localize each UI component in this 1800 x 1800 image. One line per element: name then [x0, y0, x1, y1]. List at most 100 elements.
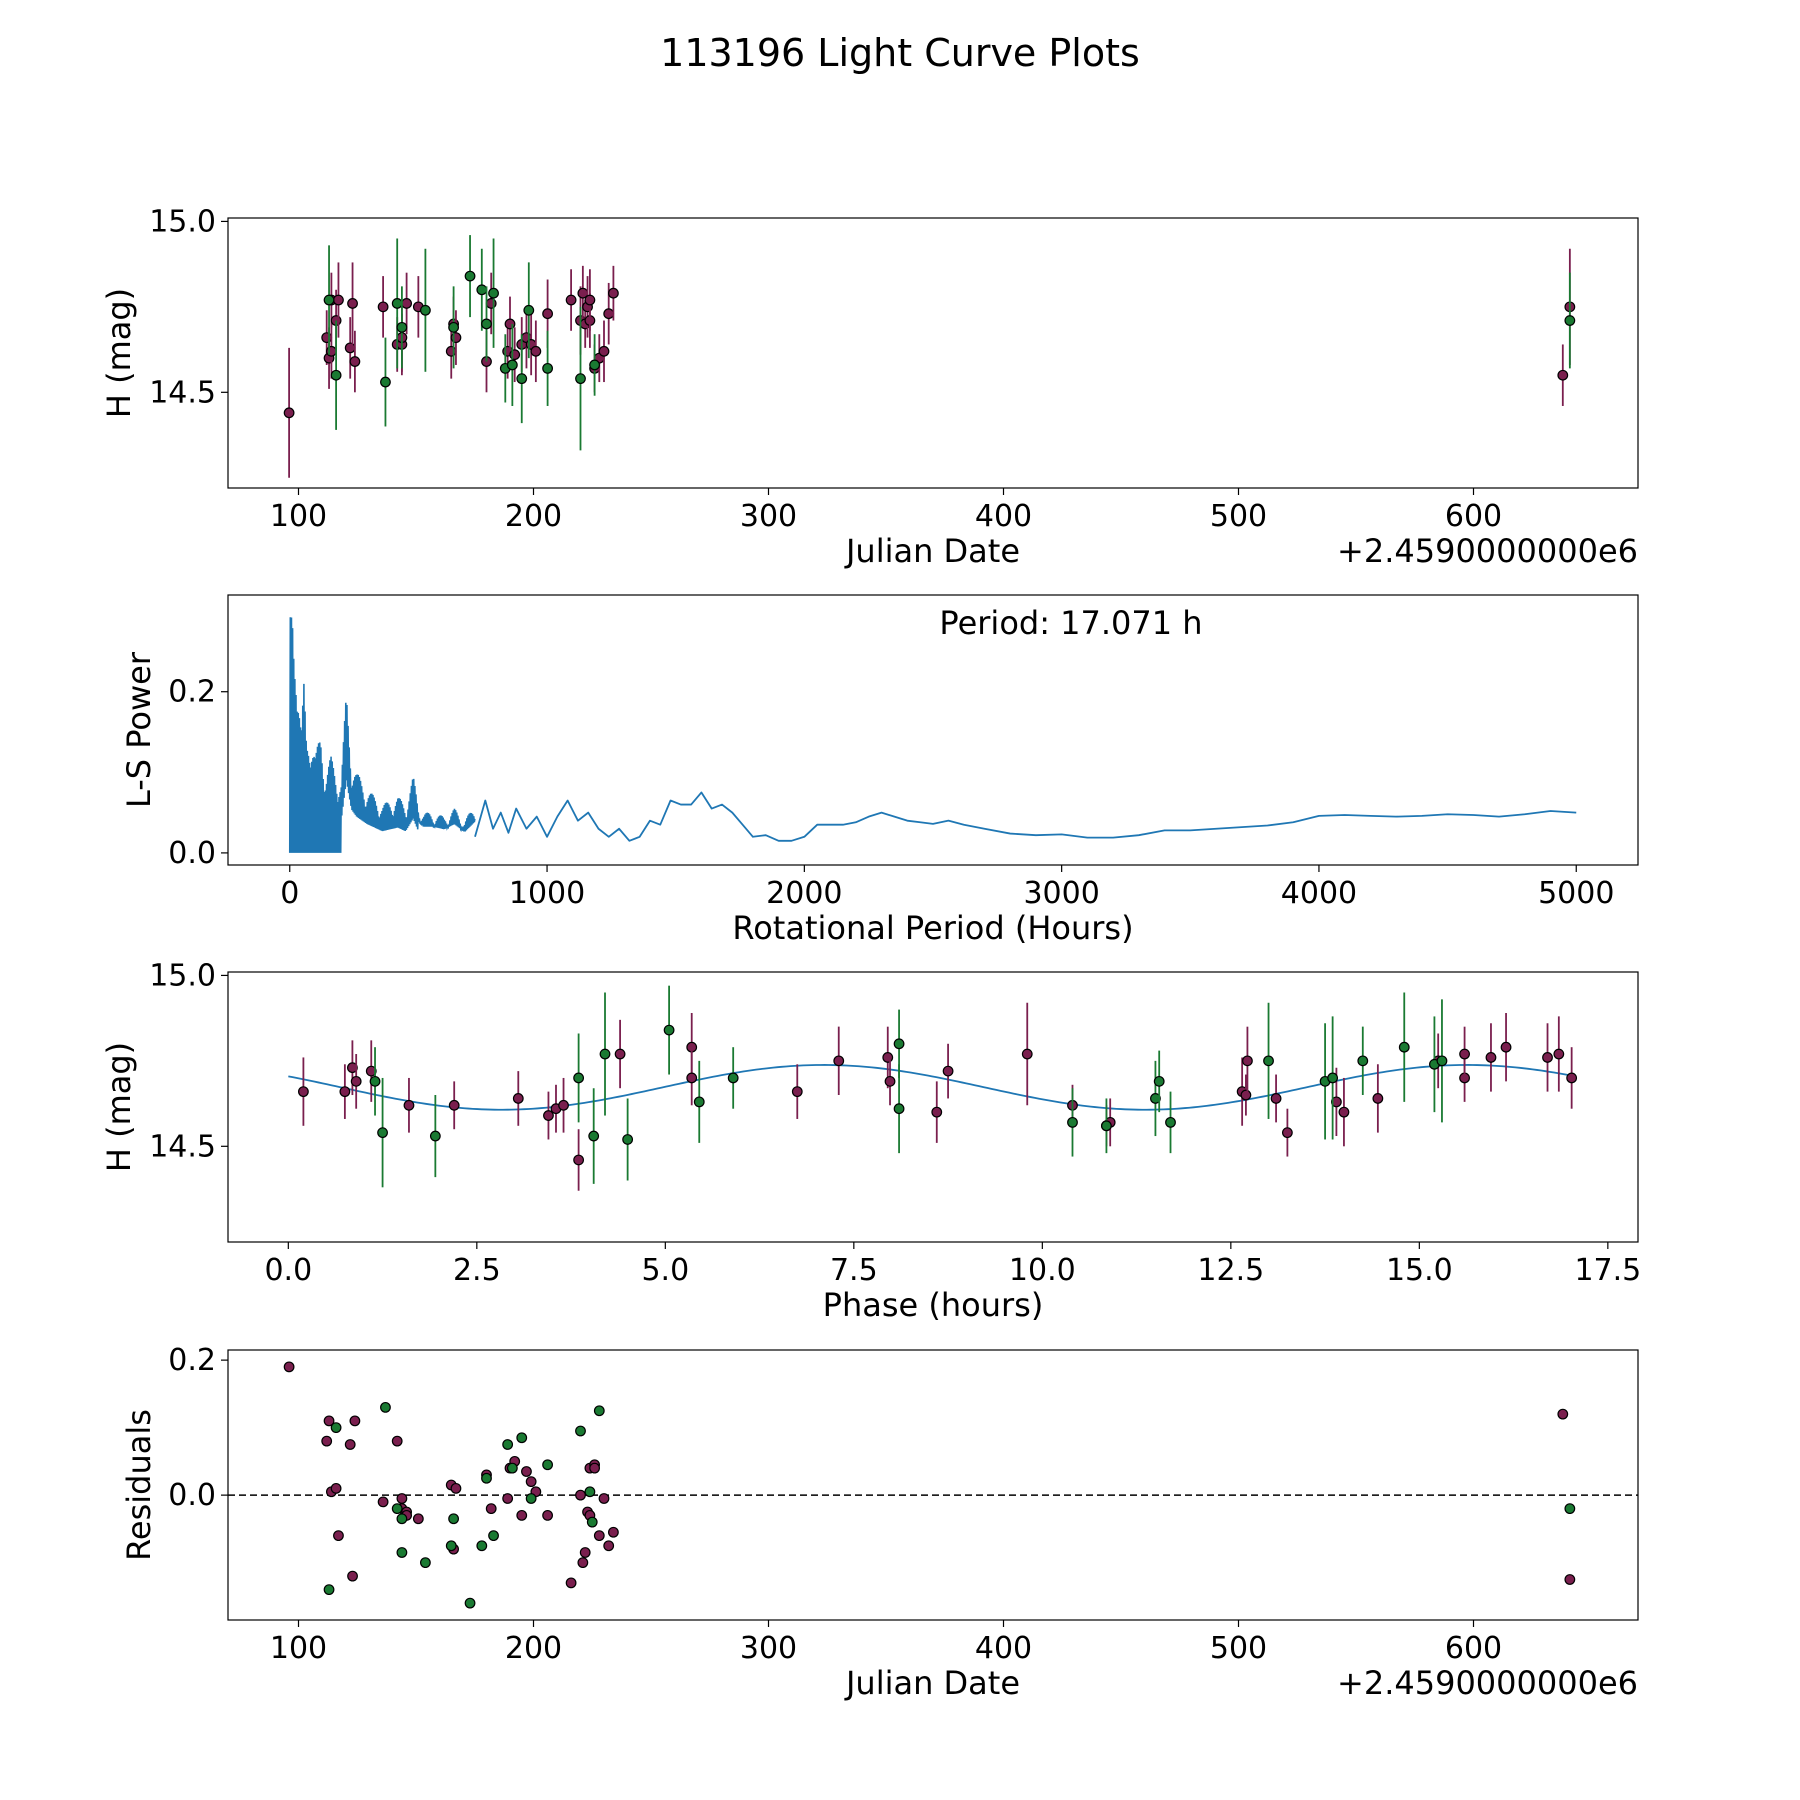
y-tick-label: 0.0	[168, 836, 216, 871]
lightcurve-x-offset: +2.4590000000e6	[1337, 532, 1638, 570]
periodogram-noise-region	[288, 617, 476, 853]
magenta-residual-point	[502, 1493, 514, 1504]
residuals-xlabel: Julian Date	[844, 1664, 1020, 1702]
magenta-data-point	[298, 1086, 309, 1098]
green-residual-point	[575, 1425, 586, 1437]
x-tick-label: 500	[1210, 499, 1267, 534]
green-data-point	[573, 1072, 585, 1084]
magenta-residual-point	[330, 1482, 342, 1494]
green-data-point	[1263, 1055, 1274, 1067]
magenta-data-point	[1500, 1041, 1512, 1053]
x-tick-label: 600	[1445, 499, 1502, 534]
green-residual-point	[488, 1530, 499, 1542]
magenta-data-point	[347, 1062, 358, 1074]
x-tick-label: 100	[270, 499, 327, 534]
magenta-data-point	[283, 407, 295, 419]
magenta-data-point	[543, 1110, 554, 1121]
lightcurve-plot-area: 100 200 300 400 500 600 14.5 15.0	[149, 204, 1576, 534]
green-data-point	[1564, 315, 1576, 326]
magenta-data-point	[344, 342, 356, 354]
green-data-point	[893, 1103, 905, 1115]
magenta-data-point	[942, 1065, 954, 1077]
magenta-data-point	[1330, 1096, 1342, 1108]
green-residual-point	[445, 1540, 457, 1552]
x-tick-label: 300	[740, 499, 797, 534]
lightcurve-ylabel: H (mag)	[100, 288, 138, 418]
green-data-point	[523, 304, 535, 316]
y-tick-label: 15.0	[149, 204, 216, 239]
green-residual-point	[476, 1540, 488, 1552]
x-tick-label: 500	[1210, 1631, 1267, 1666]
magenta-residual-point	[1564, 1574, 1576, 1585]
green-data-point	[377, 1127, 388, 1139]
green-data-point	[1357, 1055, 1369, 1067]
green-data-point	[1067, 1116, 1078, 1128]
magenta-data-point	[542, 308, 553, 320]
x-tick-label: 17.5	[1574, 1253, 1641, 1288]
magenta-data-point	[349, 356, 361, 367]
x-tick-label: 2.5	[453, 1253, 501, 1288]
green-residual-point	[593, 1405, 605, 1417]
magenta-data-point	[509, 349, 521, 361]
magenta-data-point	[333, 294, 344, 306]
figure-title: 113196 Light Curve Plots	[660, 31, 1140, 75]
y-tick-label: 14.5	[149, 1129, 216, 1164]
magenta-residual-point	[283, 1361, 295, 1373]
green-data-point	[588, 1130, 600, 1142]
magenta-data-point	[1281, 1127, 1293, 1139]
green-data-point	[622, 1134, 634, 1145]
magenta-data-point	[931, 1106, 943, 1118]
magenta-residual-point	[565, 1577, 577, 1589]
magenta-data-point	[1553, 1048, 1565, 1060]
magenta-data-point	[450, 332, 462, 344]
magenta-data-point	[504, 318, 516, 330]
green-data-point	[727, 1072, 739, 1084]
magenta-data-point	[339, 1086, 351, 1098]
x-tick-label: 7.5	[830, 1253, 878, 1288]
magenta-residual-point	[412, 1513, 424, 1525]
magenta-data-point	[445, 345, 457, 357]
periodogram-xlabel: Rotational Period (Hours)	[732, 909, 1133, 947]
magenta-data-point	[1338, 1106, 1350, 1118]
magenta-residual-point	[349, 1415, 361, 1427]
periodogram-plot-area: 0 1000 2000 3000 4000 5000 0.0 0.2	[168, 617, 1614, 911]
magenta-residual-point	[323, 1415, 335, 1427]
green-data-point	[323, 294, 335, 306]
green-data-point	[429, 1130, 441, 1142]
magenta-data-point	[1542, 1052, 1553, 1063]
lightcurve-xlabel: Julian Date	[844, 532, 1020, 570]
magenta-data-point	[584, 294, 596, 306]
phased-xlabel: Phase (hours)	[823, 1286, 1044, 1324]
x-tick-label: 15.0	[1386, 1253, 1453, 1288]
magenta-data-point	[1242, 1055, 1253, 1067]
magenta-data-point	[377, 301, 389, 313]
green-data-point	[481, 318, 492, 330]
x-tick-label: 200	[505, 1631, 562, 1666]
green-residual-point	[396, 1547, 408, 1558]
green-data-point	[575, 373, 586, 385]
magenta-residual-point	[608, 1526, 619, 1538]
x-tick-label: 400	[975, 499, 1032, 534]
magenta-data-point	[1566, 1072, 1578, 1084]
green-data-point	[693, 1096, 705, 1108]
magenta-data-point	[1459, 1048, 1470, 1060]
magenta-residual-point	[1557, 1408, 1569, 1420]
lightcurve-frame	[227, 217, 1639, 489]
green-data-point	[380, 376, 391, 388]
green-data-point	[369, 1075, 381, 1087]
magenta-data-point	[558, 1099, 569, 1111]
magenta-residual-point	[589, 1462, 600, 1474]
x-tick-label: 12.5	[1197, 1253, 1264, 1288]
green-data-point	[893, 1038, 905, 1050]
green-residual-point	[391, 1503, 403, 1515]
green-data-point	[1327, 1072, 1339, 1084]
y-tick-label: 0.2	[168, 675, 216, 710]
green-data-point	[1398, 1041, 1410, 1053]
magenta-data-point	[512, 1093, 524, 1104]
x-tick-label: 0	[280, 876, 299, 911]
green-data-point	[391, 298, 403, 309]
green-data-point	[589, 359, 600, 371]
residuals-x-offset: +2.4590000000e6	[1337, 1664, 1638, 1702]
magenta-residual-point	[593, 1530, 605, 1542]
